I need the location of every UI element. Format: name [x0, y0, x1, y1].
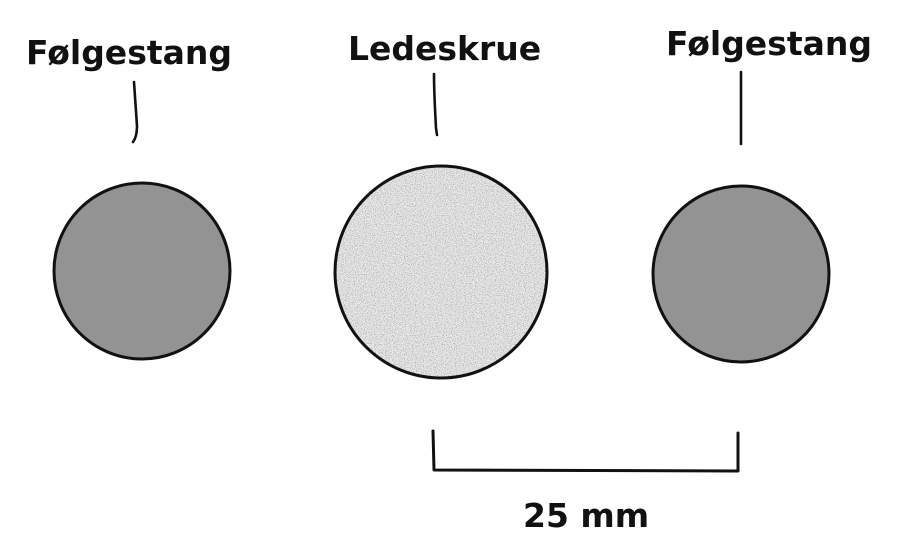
lead-screw-label: Ledeskrue — [348, 29, 541, 68]
left-rod-leader — [131, 80, 139, 144]
left-rod-circle — [52, 181, 232, 361]
right-rod-label: Følgestang — [666, 24, 872, 63]
lead-screw-outline — [333, 164, 549, 380]
right-rod-circle — [651, 184, 831, 364]
dimension-label: 25 mm — [523, 496, 649, 535]
lead-screw-leader — [432, 72, 439, 137]
dimension-bracket — [431, 429, 740, 473]
lead-screw-speckle — [335, 166, 547, 378]
lead-screw-group — [333, 164, 549, 380]
left-rod-label: Følgestang — [26, 33, 232, 72]
